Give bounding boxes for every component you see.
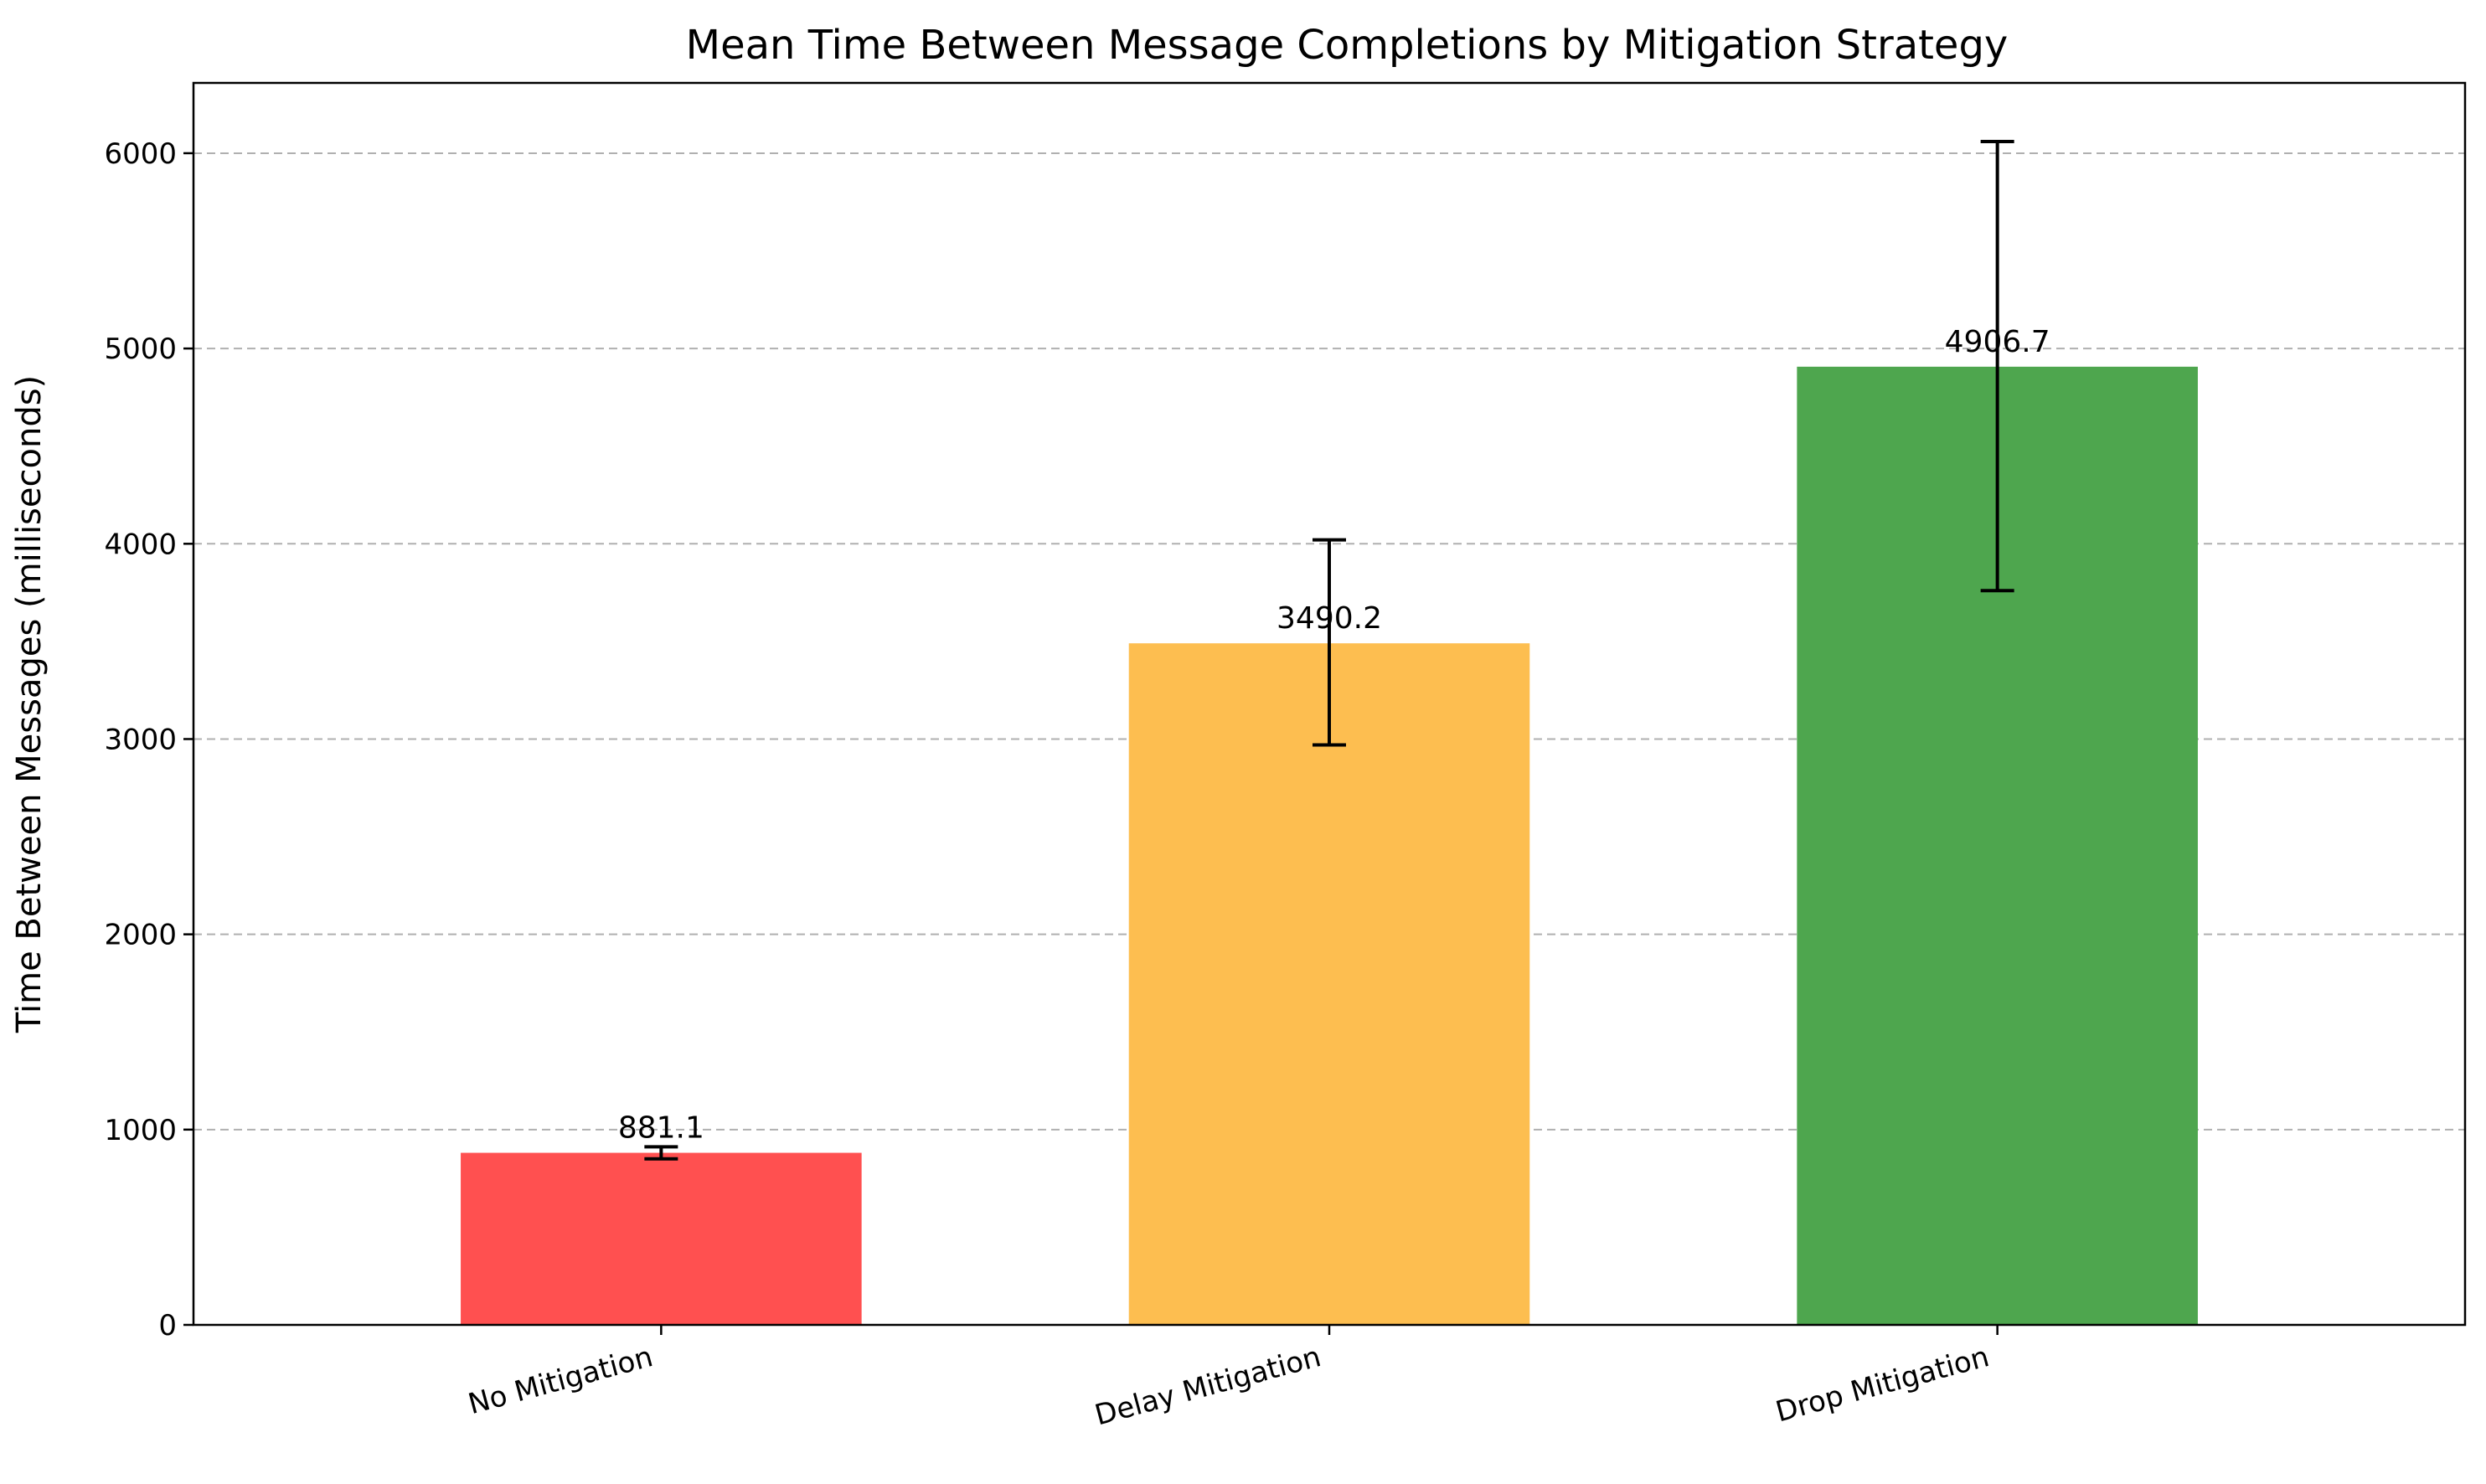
y-axis: 0 1000 2000 3000 4000 5000 6000 [104, 137, 193, 1342]
data-label: 4906.7 [1945, 325, 2050, 359]
y-tick-label: 4000 [104, 528, 177, 561]
x-tick-label: No Mitigation [465, 1340, 657, 1421]
y-tick-label: 3000 [104, 723, 177, 756]
y-tick-label: 1000 [104, 1114, 177, 1147]
error-bars [644, 139, 2014, 1161]
y-tick-label: 6000 [104, 137, 177, 171]
x-axis: No Mitigation Delay Mitigation Drop Mitiga… [465, 1325, 1999, 1432]
x-tick-label: Delay Mitigation [1091, 1340, 1324, 1432]
data-label: 3490.2 [1277, 601, 1382, 636]
bars [461, 366, 2198, 1326]
y-tick-label: 2000 [104, 919, 177, 952]
data-label: 881.1 [618, 1111, 704, 1146]
chart-title: Mean Time Between Message Completions by… [686, 22, 2009, 69]
y-tick-label: 0 [158, 1309, 177, 1342]
y-axis-label: Time Between Messages (milliseconds) [10, 375, 49, 1033]
x-tick-label: Drop Mitigation [1772, 1340, 1993, 1429]
data-labels: 881.1 3490.2 4906.7 [618, 325, 2050, 1146]
bar [461, 1152, 862, 1325]
bar [1128, 643, 1530, 1325]
y-tick-label: 5000 [104, 332, 177, 366]
